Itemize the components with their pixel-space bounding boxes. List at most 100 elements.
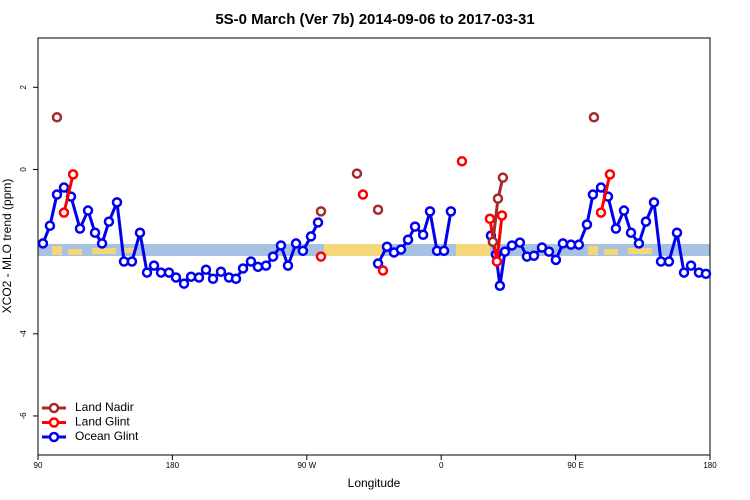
x-tick-label: 90 [34, 461, 43, 470]
map-band [38, 244, 710, 256]
data-point [595, 207, 607, 218]
data-point [456, 156, 468, 167]
x-axis-label: Longitude [348, 476, 401, 490]
data-point [245, 256, 257, 267]
data-point [700, 268, 712, 280]
chart-title: 5S-0 March (Ver 7b) 2014-09-06 to 2017-0… [215, 11, 534, 28]
data-point [134, 227, 146, 238]
data-point [640, 216, 652, 227]
y-tick-label: 2 [19, 85, 28, 90]
x-tick-label: 180 [703, 461, 717, 470]
data-point [604, 169, 616, 180]
data-point [424, 206, 436, 217]
data-point [402, 234, 414, 245]
data-point [290, 238, 302, 249]
data-point [67, 169, 79, 180]
data-point [484, 213, 496, 225]
data-point [496, 210, 508, 221]
legend-label: Land Nadir [75, 400, 134, 414]
data-point [260, 260, 272, 271]
data-point [44, 220, 56, 232]
data-point [487, 236, 499, 248]
data-point [377, 265, 389, 276]
data-point [315, 251, 327, 262]
data-point [381, 241, 393, 252]
y-axis-label: XCO2 - MLO trend (ppm) [0, 179, 14, 314]
data-point [103, 216, 115, 227]
data-point [557, 238, 569, 249]
data-point [514, 237, 526, 248]
data-point [595, 182, 607, 193]
data-point [351, 168, 363, 179]
data-point [497, 172, 509, 183]
series-line [493, 117, 594, 241]
x-tick-label: 0 [439, 461, 444, 470]
legend-marker [48, 417, 60, 428]
data-point [230, 273, 242, 285]
data-point [618, 205, 630, 216]
data-point [58, 207, 70, 218]
data-point [581, 219, 593, 230]
data-point [163, 267, 175, 278]
data-point [178, 278, 190, 289]
data-point [491, 256, 503, 267]
data-point [126, 256, 138, 267]
data-point [141, 267, 153, 278]
data-point [193, 272, 205, 283]
x-tick-label: 180 [166, 461, 180, 470]
data-point [543, 246, 555, 257]
data-point [51, 112, 63, 123]
data-point [237, 263, 249, 274]
data-point [148, 260, 160, 271]
data-point [445, 206, 457, 217]
legend-marker [48, 402, 60, 414]
data-point [395, 244, 407, 255]
data-point [74, 223, 86, 234]
data-point [207, 273, 219, 285]
legend-marker [48, 431, 60, 443]
data-point [685, 260, 697, 271]
data-point [494, 280, 506, 291]
data-point [492, 193, 504, 204]
data-point [663, 256, 675, 267]
data-point [587, 189, 599, 200]
data-point [215, 266, 227, 278]
data-point [678, 267, 690, 278]
legend-label: Ocean Glint [75, 429, 139, 443]
x-tick-label: 90 W [297, 461, 316, 470]
data-point [588, 112, 600, 123]
data-point [499, 246, 511, 257]
data-point [200, 264, 212, 275]
data-point [357, 189, 369, 200]
data-point [372, 258, 384, 269]
data-point [111, 197, 123, 208]
data-point [170, 272, 182, 283]
y-tick-label: 0 [19, 167, 28, 172]
data-point [89, 227, 101, 238]
data-point [82, 205, 94, 216]
data-point [633, 238, 645, 249]
data-point [550, 254, 562, 266]
x-tick-label: 90 E [567, 461, 583, 470]
data-point [297, 245, 309, 257]
data-point [96, 238, 108, 249]
data-point [372, 204, 384, 215]
data-point [625, 227, 637, 238]
data-point [438, 245, 450, 257]
data-point [573, 239, 585, 250]
legend-label: Land Glint [75, 415, 130, 429]
data-point [528, 250, 540, 261]
y-tick-label: -6 [19, 412, 28, 420]
data-point [312, 217, 324, 228]
data-point [37, 238, 49, 249]
data-point [409, 221, 421, 232]
data-point [305, 231, 317, 242]
data-point [252, 261, 264, 273]
data-point [610, 223, 622, 234]
data-point [275, 240, 287, 251]
y-tick-label: -4 [19, 330, 28, 338]
data-point [648, 197, 660, 208]
data-point [417, 229, 429, 241]
data-point [282, 260, 294, 271]
